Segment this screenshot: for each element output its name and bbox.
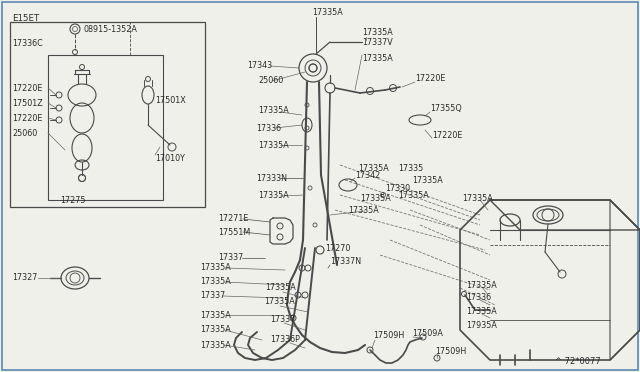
Text: 17270: 17270: [325, 244, 350, 253]
Text: 17275: 17275: [60, 196, 86, 205]
Text: 17551M: 17551M: [218, 228, 250, 237]
Text: 17010Y: 17010Y: [155, 154, 185, 163]
Text: 17335: 17335: [398, 164, 423, 173]
Text: 17220E: 17220E: [12, 113, 42, 122]
Text: 17509H: 17509H: [373, 330, 404, 340]
Text: 17501X: 17501X: [155, 96, 186, 105]
Text: 17335A: 17335A: [200, 278, 231, 286]
Text: 25060: 25060: [258, 76, 284, 84]
Text: 17355Q: 17355Q: [430, 103, 461, 112]
Text: 17336C: 17336C: [12, 38, 43, 48]
Text: 08915-1352A: 08915-1352A: [83, 25, 137, 33]
Text: 17509H: 17509H: [435, 347, 467, 356]
Text: 17335A: 17335A: [362, 54, 393, 62]
Text: 17335A: 17335A: [348, 205, 379, 215]
Text: 17271E: 17271E: [218, 214, 248, 222]
Text: 17337V: 17337V: [362, 38, 393, 46]
Bar: [48, 55, 163, 200]
Text: 17335A: 17335A: [462, 193, 493, 202]
Text: 17335A: 17335A: [200, 311, 231, 320]
Text: 17335A: 17335A: [398, 190, 429, 199]
Text: 17327: 17327: [12, 273, 37, 282]
Text: 17335A: 17335A: [200, 326, 231, 334]
Text: 17335A: 17335A: [200, 263, 231, 273]
Text: E15ET: E15ET: [12, 13, 39, 22]
Text: 17335A: 17335A: [264, 298, 295, 307]
Text: ^ 72*0077: ^ 72*0077: [555, 357, 601, 366]
Text: 17337: 17337: [218, 253, 243, 263]
Text: 17342: 17342: [355, 170, 380, 180]
Text: 17335A: 17335A: [200, 340, 231, 350]
Text: 17336: 17336: [256, 124, 281, 132]
Text: 17337: 17337: [200, 292, 225, 301]
Text: 17336P: 17336P: [270, 336, 300, 344]
Text: 17335A: 17335A: [466, 308, 497, 317]
Text: 17335A: 17335A: [312, 7, 343, 16]
Text: 17509A: 17509A: [412, 328, 443, 337]
Text: 17336: 17336: [466, 294, 491, 302]
Text: 17335A: 17335A: [258, 190, 289, 199]
Text: 17220E: 17220E: [12, 83, 42, 93]
Text: 17335A: 17335A: [412, 176, 443, 185]
Text: 17335A: 17335A: [358, 164, 388, 173]
Text: 17335A: 17335A: [362, 28, 393, 36]
Text: 17330: 17330: [385, 183, 410, 192]
Text: 17501Z: 17501Z: [12, 99, 43, 108]
Text: 17335A: 17335A: [360, 193, 391, 202]
Text: 17335A: 17335A: [265, 283, 296, 292]
Text: 17935A: 17935A: [466, 321, 497, 330]
Text: 25060: 25060: [12, 128, 37, 138]
Text: 17335A: 17335A: [258, 106, 289, 115]
Text: 17343: 17343: [247, 61, 272, 70]
Text: 17220E: 17220E: [432, 131, 462, 140]
Text: 17337: 17337: [270, 315, 295, 324]
Text: 17335A: 17335A: [258, 141, 289, 150]
Text: 17335A: 17335A: [466, 280, 497, 289]
Text: 17337N: 17337N: [330, 257, 361, 266]
Text: 17220E: 17220E: [415, 74, 445, 83]
Bar: [10, 22, 205, 207]
Text: 17333N: 17333N: [256, 173, 287, 183]
Circle shape: [309, 64, 317, 72]
